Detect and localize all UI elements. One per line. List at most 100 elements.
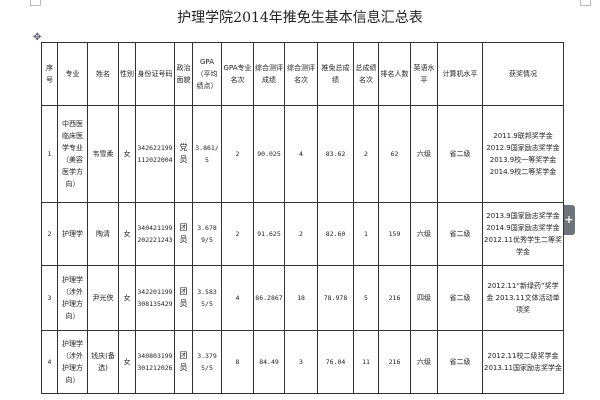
cell-awards: 2011.9联邦奖学金 2012.9国家励志奖学金 2013.9校一等奖学金 2014… [482, 105, 564, 203]
table-row: 4 护理学（涉外护理方向） 钱庆(备选) 女 340803199301212026 团员 3… [41, 330, 564, 394]
cell-count: 216 [378, 330, 411, 394]
cell-gender: 女 [118, 105, 136, 203]
cell-gender: 女 [118, 265, 136, 331]
cell-gender: 女 [118, 330, 136, 394]
cell-gpa: 3.6789/5 [192, 202, 222, 266]
cell-awards: 2012.11“新绿药”奖学金 2013.11文体活动单项奖 [482, 265, 564, 331]
award-item: 2012.11校二级奖学金 [487, 352, 559, 360]
cell-eval-rank: 18 [284, 265, 318, 331]
cell-eval-score: 86.2867 [253, 265, 285, 331]
column-header: 序号 [41, 42, 58, 106]
award-item: 2012.9国家励志奖学金 [486, 144, 560, 152]
cell-total: 83.62 [317, 105, 354, 203]
cell-gpa: 3.861/5 [192, 105, 222, 203]
move-cross-icon[interactable]: ✥ [33, 32, 42, 43]
cell-name: 尹光侠 [87, 265, 119, 331]
cell-id: 340421199202221243 [135, 202, 175, 266]
cell-gpa: 3.3795/5 [192, 330, 222, 394]
cell-major: 中西医临床医学专业（美容医学方向） [57, 105, 88, 203]
cell-name: 钱庆(备选) [87, 330, 119, 394]
award-item: 2013.9国家励志奖学金 [486, 212, 560, 220]
cell-count: 159 [378, 202, 411, 266]
column-header: 综合测评成绩 [253, 42, 285, 106]
column-header: 性别 [118, 42, 136, 106]
cell-political: 团员 [174, 202, 193, 266]
cell-english: 六级 [410, 330, 438, 394]
cell-eval-rank: 3 [284, 330, 318, 394]
column-header: 总成绩名次 [353, 42, 379, 106]
page-corner-mark-right [580, 0, 591, 6]
award-item: 2013.11国家励志奖学金 [484, 364, 562, 372]
column-header: 身份证号码 [135, 42, 175, 106]
cell-major: 护理学 [57, 202, 88, 266]
column-header: 推免总成绩 [317, 42, 354, 106]
cell-gpa-rank: 2 [221, 105, 254, 203]
cell-total-rank: 2 [353, 105, 379, 203]
cell-count: 62 [378, 105, 411, 203]
award-item: 2014.9国家励志奖学金 [486, 224, 560, 232]
column-header: 计算机水平 [437, 42, 483, 106]
column-header: 姓名 [87, 42, 119, 106]
award-item: 2011.9联邦奖学金 [493, 132, 553, 140]
page-corner-mark-left [30, 0, 41, 6]
cell-gpa-rank: 4 [221, 265, 254, 331]
header-row: 序号 专业 姓名 性别 身份证号码 政治面貌 GPA（平均绩点） GPA专业名次 综合测评成绩综… [41, 42, 564, 106]
award-item: 2012.11优秀学生二等奖学金 [484, 236, 562, 256]
cell-eval-score: 84.49 [253, 330, 285, 394]
column-header: 排名人数 [378, 42, 411, 106]
cell-awards: 2012.11校二级奖学金 2013.11国家励志奖学金 [482, 330, 564, 394]
cell-political: 党员 [174, 105, 193, 203]
cell-count: 216 [378, 265, 411, 331]
cell-computer: 省二级 [437, 202, 483, 266]
cell-gpa-rank: 8 [221, 330, 254, 394]
table-row: 3 护理学（涉外护理方向） 尹光侠女 342201199308135429 团员 3.58… [41, 265, 564, 331]
cell-major: 护理学（涉外护理方向） [57, 330, 88, 394]
cell-eval-rank: 4 [284, 105, 318, 203]
cell-total-rank: 1 [353, 202, 379, 266]
award-item: 2013.9校一等奖学金 [489, 156, 557, 164]
cell-no: 4 [41, 330, 58, 394]
cell-total-rank: 5 [353, 265, 379, 331]
cell-no: 1 [41, 105, 58, 203]
cell-total: 76.04 [317, 330, 354, 394]
cell-english: 四级 [410, 265, 438, 331]
column-header: 英语水平 [410, 42, 438, 106]
cell-political: 团员 [174, 265, 193, 331]
cell-no: 3 [41, 265, 58, 331]
cell-id: 342622199112022004 [135, 105, 175, 203]
column-header: 综合测评名次 [284, 42, 318, 106]
cell-id: 342201199308135429 [135, 265, 175, 331]
cell-political: 团员 [174, 330, 193, 394]
cell-english: 六级 [410, 105, 438, 203]
cell-awards: 2013.9国家励志奖学金 2014.9国家励志奖学金 2012.11优秀学生二等奖… [482, 202, 564, 266]
cell-english: 六级 [410, 202, 438, 266]
cell-eval-rank: 2 [284, 202, 318, 266]
cell-computer: 省二级 [437, 330, 483, 394]
cell-name: 韦雪柔 [87, 105, 119, 203]
page-title: 护理学院2014年推免生基本信息汇总表 [177, 10, 423, 26]
summary-table: 序号 专业 姓名 性别 身份证号码 政治面貌 GPA（平均绩点） GPA专业名次 综合测评成绩综… [41, 42, 564, 394]
side-plus-tab[interactable]: + [563, 205, 575, 235]
cell-total-rank: 11 [353, 330, 379, 394]
cell-no: 2 [41, 202, 58, 266]
cell-gpa-rank: 2 [221, 202, 254, 266]
column-header: 政治面貌 [174, 42, 193, 106]
award-item: 2014.9校二等奖学金 [489, 168, 557, 176]
cell-eval-score: 90.025 [253, 105, 285, 203]
column-header: 获奖情况 [482, 42, 564, 106]
table-row: 1 中西医临床医学专业（美容医学方向） 韦雪柔女 342622199112022004… [41, 105, 564, 203]
award-item: 2012.11“新绿药”奖学金 2013.11文体活动单项奖 [486, 282, 560, 314]
table-row: 2 护理学 陶清女 340421199202221243 团员 3.6789/5 2 91.6… [41, 202, 564, 266]
cell-id: 340803199301212026 [135, 330, 175, 394]
cell-major: 护理学（涉外护理方向） [57, 265, 88, 331]
cell-gpa: 3.5835/5 [192, 265, 222, 331]
cell-total: 82.60 [317, 202, 354, 266]
cell-computer: 省二级 [437, 265, 483, 331]
cell-total: 78.978 [317, 265, 354, 331]
cell-computer: 省二级 [437, 105, 483, 203]
column-header: GPA（平均绩点） [192, 42, 222, 106]
cell-eval-score: 91.625 [253, 202, 285, 266]
cell-name: 陶清 [87, 202, 119, 266]
cell-gender: 女 [118, 202, 136, 266]
column-header: 专业 [57, 42, 88, 106]
